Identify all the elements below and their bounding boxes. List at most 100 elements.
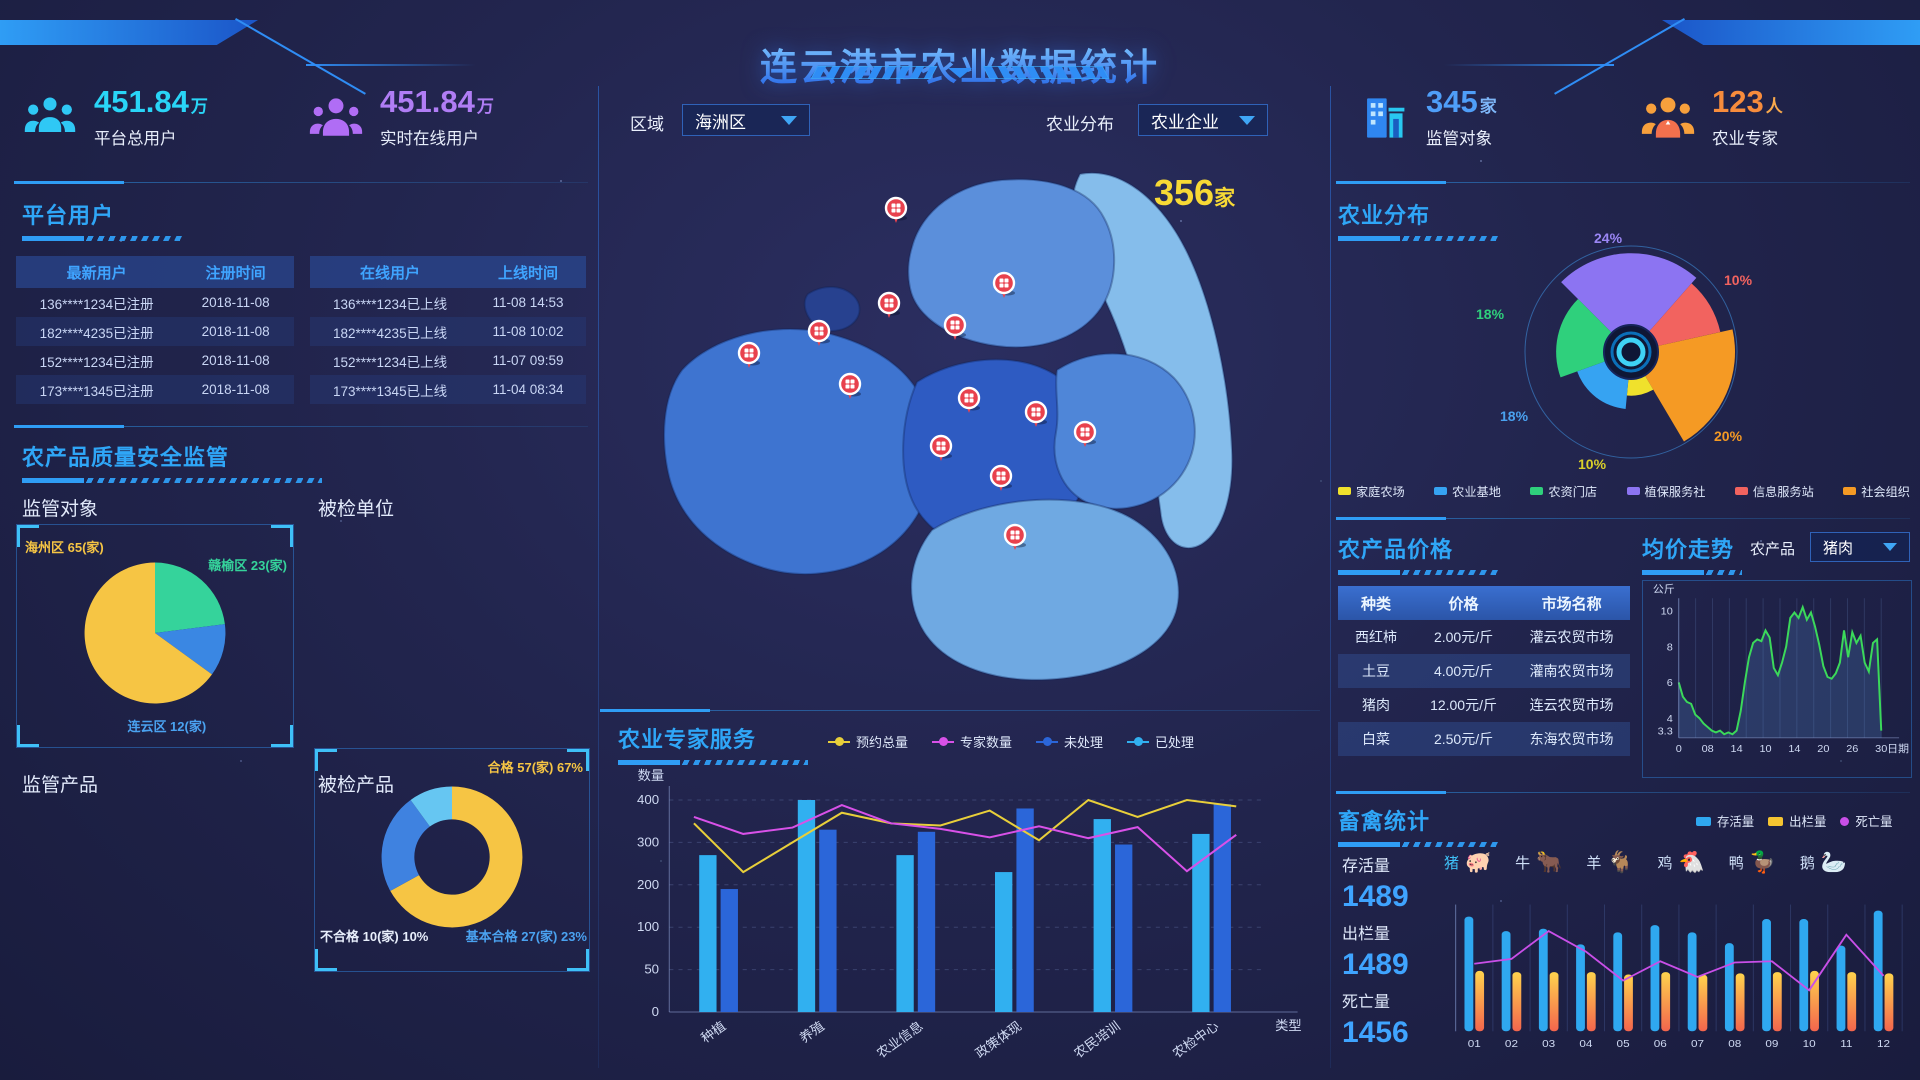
bar-slaughter[interactable] [1735, 973, 1745, 1032]
pie-slice-赣榆区[interactable] [155, 562, 225, 633]
bar-alive[interactable] [1724, 943, 1734, 1032]
legend-item[interactable]: 农资门店 [1530, 482, 1597, 500]
bar-alive[interactable] [1762, 919, 1771, 1032]
map-pin[interactable] [838, 372, 862, 399]
pie-slice-不合格[interactable] [410, 786, 452, 827]
pie-slice-海州区[interactable] [84, 562, 212, 704]
svg-text:09: 09 [1765, 1039, 1778, 1050]
bar-slaughter[interactable] [1549, 972, 1559, 1032]
bar-已处理[interactable] [797, 800, 816, 1012]
bar-slaughter[interactable] [1624, 974, 1633, 1032]
map-pin[interactable] [737, 341, 761, 368]
bar-已处理[interactable] [1093, 819, 1111, 1012]
map-pin[interactable] [943, 313, 967, 340]
rose-chart-agri-distribution: 24% 10% 20% 10% 18% 18% [1466, 230, 1796, 478]
region-label: 区域 [630, 115, 664, 134]
table-cell: 182****4235已上线 [333, 325, 448, 341]
map-pin[interactable] [957, 386, 981, 413]
bar-slaughter[interactable] [1884, 973, 1894, 1032]
bar-alive[interactable] [1576, 944, 1585, 1032]
bar-alive[interactable] [1538, 928, 1548, 1032]
bar-alive[interactable] [1613, 932, 1623, 1032]
bar-slaughter[interactable] [1847, 972, 1857, 1032]
animal-tab-鹅[interactable]: 鹅 🦢 [1799, 851, 1848, 874]
map-region[interactable] [663, 327, 936, 576]
legend-label: 植保服务社 [1644, 485, 1706, 499]
animal-tab-羊[interactable]: 羊 🐐 [1586, 851, 1634, 874]
legend-item[interactable]: 出栏量 [1768, 812, 1826, 830]
map-region[interactable] [907, 178, 1116, 349]
bar-slaughter[interactable] [1586, 972, 1596, 1032]
bar-slaughter[interactable] [1810, 970, 1819, 1032]
bar-已处理[interactable] [896, 855, 914, 1012]
legend-item[interactable]: 预约总量 [828, 732, 908, 751]
animal-tab-牛[interactable]: 牛 🐂 [1515, 851, 1563, 874]
table-cell: 136****1234已注册 [39, 296, 154, 312]
bar-已处理[interactable] [995, 872, 1013, 1012]
region-select-value: 海洲区 [695, 112, 746, 132]
bar-未处理[interactable] [1016, 808, 1034, 1012]
animal-tab-鸡[interactable]: 鸡 🐔 [1657, 851, 1705, 874]
bar-alive[interactable] [1799, 919, 1809, 1032]
bar-alive[interactable] [1650, 925, 1660, 1032]
distribution-select[interactable]: 农业企业 [1138, 104, 1268, 136]
bar-alive[interactable] [1464, 916, 1474, 1032]
map-pin[interactable] [929, 434, 953, 461]
title-underline [22, 478, 322, 483]
legend-item[interactable]: 已处理 [1127, 732, 1194, 751]
map-region[interactable] [910, 498, 1180, 681]
distribution-select-value: 农业企业 [1151, 112, 1219, 132]
legend-item[interactable]: 家庭农场 [1338, 482, 1405, 500]
product-select[interactable]: 猪肉 [1810, 532, 1910, 562]
pie-slice-合格[interactable] [390, 786, 523, 928]
map-region[interactable] [1053, 352, 1196, 510]
map-pin[interactable] [1003, 523, 1027, 550]
table-cell: 2018-11-08 [201, 295, 270, 310]
map-pin[interactable] [807, 319, 831, 346]
table-cell: 灌南农贸市场 [1529, 663, 1614, 679]
legend-item[interactable]: 未处理 [1036, 732, 1103, 751]
bar-slaughter[interactable] [1475, 970, 1485, 1032]
map-pin[interactable] [877, 291, 901, 318]
legend-item[interactable]: 信息服务站 [1734, 482, 1814, 500]
bar-已处理[interactable] [699, 855, 717, 1012]
bar-slaughter[interactable] [1772, 972, 1782, 1032]
legend-item[interactable]: 植保服务社 [1626, 482, 1706, 500]
map-pin[interactable] [884, 196, 908, 223]
bar-已处理[interactable] [1192, 833, 1210, 1012]
map-pin[interactable] [989, 464, 1013, 491]
pie-label: 合格 57(家) 67% [487, 760, 583, 775]
bar-未处理[interactable] [720, 889, 738, 1012]
legend-item[interactable]: 死亡量 [1840, 812, 1893, 830]
legend-item[interactable]: 农业基地 [1434, 482, 1501, 500]
decoration-bar [1662, 20, 1920, 45]
bar-alive[interactable] [1836, 945, 1846, 1032]
table-cell: 152****1234已注册 [39, 354, 154, 370]
bar-alive[interactable] [1687, 932, 1697, 1032]
map-pin[interactable] [1073, 420, 1097, 447]
bar-未处理[interactable] [819, 829, 837, 1012]
bar-slaughter[interactable] [1698, 974, 1708, 1032]
bar-alive[interactable] [1501, 931, 1511, 1032]
animal-tab-猪[interactable]: 猪 🐖 [1444, 851, 1492, 874]
bar-未处理[interactable] [917, 831, 936, 1012]
region-select[interactable]: 海洲区 [682, 104, 810, 136]
legend-item[interactable]: 社会组织 [1843, 482, 1910, 500]
bar-未处理[interactable] [1213, 804, 1231, 1012]
section-title: 农业分布 [1338, 203, 1431, 228]
rose-slice-信息服务站[interactable] [1631, 283, 1721, 352]
map-pin[interactable] [992, 271, 1016, 298]
bar-未处理[interactable] [1115, 844, 1133, 1012]
rose-slice-植保服务社[interactable] [1561, 253, 1697, 352]
bar-slaughter[interactable] [1661, 972, 1671, 1032]
decoration-line [1444, 64, 1614, 66]
divider [14, 181, 588, 184]
map-pin[interactable] [1024, 400, 1048, 427]
pie-slice-基本合格[interactable] [381, 800, 430, 891]
pie-slice-连云区[interactable] [155, 624, 226, 675]
legend-item[interactable]: 存活量 [1696, 812, 1754, 830]
animal-tab-鸭[interactable]: 鸭 🦆 [1728, 851, 1776, 874]
legend-item[interactable]: 专家数量 [932, 732, 1012, 751]
svg-text:12: 12 [1877, 1039, 1890, 1050]
bar-slaughter[interactable] [1512, 972, 1522, 1032]
